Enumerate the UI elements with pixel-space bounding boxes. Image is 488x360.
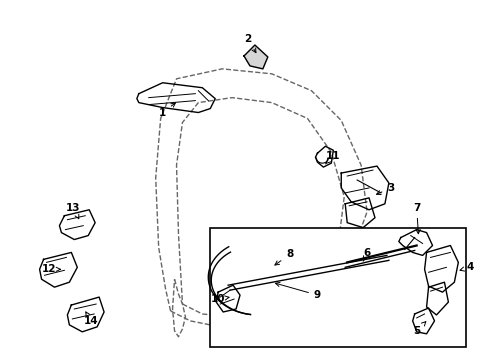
Text: 3: 3 xyxy=(376,183,394,194)
Text: 10: 10 xyxy=(210,294,228,304)
Text: 6: 6 xyxy=(363,248,370,261)
Text: 4: 4 xyxy=(459,262,473,272)
Text: 12: 12 xyxy=(42,264,60,274)
Text: 5: 5 xyxy=(412,321,425,336)
Text: 8: 8 xyxy=(274,249,293,265)
Text: 7: 7 xyxy=(412,203,420,234)
Bar xyxy=(210,228,466,347)
Polygon shape xyxy=(244,45,267,69)
Text: 2: 2 xyxy=(244,34,255,53)
Text: 14: 14 xyxy=(84,312,98,326)
Text: 1: 1 xyxy=(159,103,175,117)
Text: 13: 13 xyxy=(66,203,81,219)
Text: 11: 11 xyxy=(325,151,340,164)
Text: 9: 9 xyxy=(275,282,320,300)
